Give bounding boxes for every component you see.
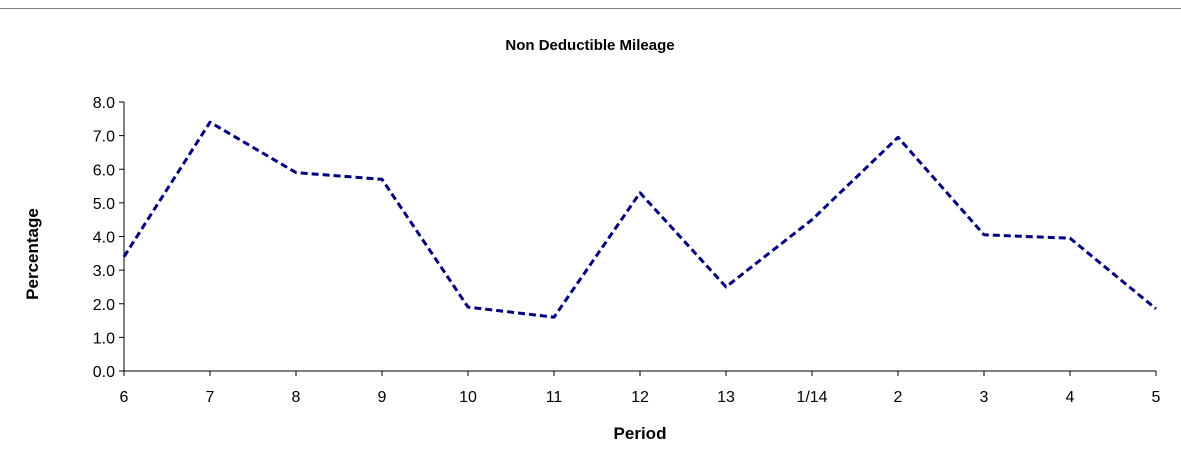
y-tick-label: 0.0 xyxy=(93,364,115,381)
x-tick-label: 7 xyxy=(206,389,215,406)
x-tick-label: 5 xyxy=(1152,389,1161,406)
y-tick-label: 6.0 xyxy=(93,162,115,179)
y-tick-label: 1.0 xyxy=(93,330,115,347)
y-axis-ticks: 0.0 1.0 2.0 3.0 4.0 5.0 6.0 7.0 8.0 xyxy=(93,95,124,381)
x-tick-label: 10 xyxy=(459,389,477,406)
x-tick-label: 11 xyxy=(546,389,563,406)
x-tick-label: 2 xyxy=(894,389,903,406)
x-tick-label: 1/14 xyxy=(796,389,827,406)
y-tick-label: 7.0 xyxy=(93,129,115,146)
x-tick-label: 6 xyxy=(120,389,129,406)
x-tick-label: 8 xyxy=(292,389,301,406)
chart-title: Non Deductible Mileage xyxy=(505,37,674,54)
x-tick-label: 9 xyxy=(378,389,387,406)
x-tick-label: 3 xyxy=(980,389,989,406)
series-layer xyxy=(122,120,1157,319)
y-tick-label: 4.0 xyxy=(93,230,115,247)
x-tick-label: 13 xyxy=(717,389,735,406)
top-border xyxy=(0,8,1181,9)
y-tick-label: 2.0 xyxy=(93,297,115,314)
x-tick-label: 4 xyxy=(1066,389,1075,406)
y-tick-label: 8.0 xyxy=(93,95,115,112)
y-tick-label: 3.0 xyxy=(93,263,115,280)
y-tick-label: 5.0 xyxy=(93,196,115,213)
axes xyxy=(123,102,1156,372)
x-axis-title: Period xyxy=(614,424,667,443)
x-axis-ticks: 6 7 8 9 10 11 12 13 1/14 2 3 4 5 xyxy=(120,371,1161,406)
x-tick-label: 12 xyxy=(631,389,649,406)
y-axis-title: Percentage xyxy=(23,208,42,300)
series-line xyxy=(122,120,1157,319)
